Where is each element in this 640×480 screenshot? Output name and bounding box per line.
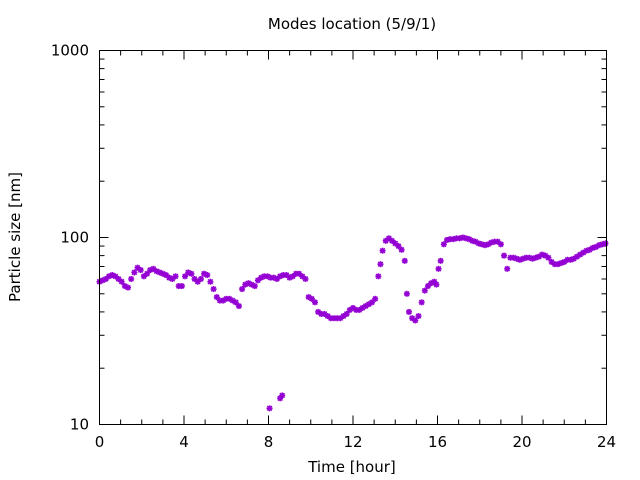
data-point — [602, 240, 609, 247]
data-point — [415, 313, 422, 320]
data-point — [131, 269, 138, 276]
y-tick-label: 100 — [60, 229, 89, 247]
data-point — [125, 284, 132, 291]
data-point — [207, 278, 214, 285]
data-point — [128, 275, 135, 282]
data-point — [182, 273, 189, 280]
data-point — [504, 265, 511, 272]
data-point — [403, 290, 410, 297]
data-point — [254, 277, 261, 284]
data-point — [497, 241, 504, 248]
data-point — [279, 392, 286, 399]
data-point — [424, 283, 431, 290]
data-point — [115, 275, 122, 282]
data-point — [172, 273, 179, 280]
data-point — [398, 246, 405, 253]
data-point — [102, 275, 109, 282]
data-point — [178, 283, 185, 290]
data-point — [188, 270, 195, 277]
data-point — [359, 304, 366, 311]
data-point — [137, 267, 144, 274]
y-tick-label: 1000 — [51, 42, 89, 60]
data-point — [251, 283, 258, 290]
data-point — [389, 237, 396, 244]
data-point — [210, 286, 217, 293]
data-point — [437, 257, 444, 264]
data-point — [197, 275, 204, 282]
data-point — [418, 299, 425, 306]
y-axis-label: Particle size [nm] — [6, 172, 24, 302]
data-point — [401, 257, 408, 264]
data-point — [433, 281, 440, 288]
chart-title: Modes location (5/9/1) — [268, 15, 436, 33]
x-tick-label: 24 — [597, 433, 616, 451]
x-tick-label: 4 — [179, 433, 189, 451]
data-point — [235, 303, 242, 310]
y-tick-label: 10 — [70, 416, 89, 434]
data-point — [405, 308, 412, 315]
x-axis-label: Time [hour] — [307, 458, 396, 476]
data-point — [232, 299, 239, 306]
data-point — [529, 255, 536, 262]
data-point — [440, 241, 447, 248]
data-point — [435, 265, 442, 272]
data-points — [96, 234, 609, 412]
data-point — [372, 295, 379, 302]
data-point — [311, 299, 318, 306]
x-tick-label: 16 — [428, 433, 447, 451]
data-point — [421, 287, 428, 294]
data-point — [134, 264, 141, 271]
plot-frame — [99, 50, 607, 425]
axis-ticks: 0 4 8 12 16 20 24 10 100 1000 — [51, 42, 616, 452]
data-point — [501, 252, 508, 259]
x-tick-label: 8 — [264, 433, 274, 451]
data-point — [213, 294, 220, 301]
x-tick-label: 0 — [95, 433, 105, 451]
data-point — [377, 261, 384, 268]
data-point — [163, 272, 170, 279]
data-point — [266, 405, 273, 412]
data-point — [204, 272, 211, 279]
data-point — [302, 275, 309, 282]
data-point — [586, 246, 593, 253]
data-point — [412, 317, 419, 324]
data-point — [392, 240, 399, 247]
data-point — [118, 278, 125, 285]
data-point — [375, 273, 382, 280]
x-tick-label: 12 — [343, 433, 362, 451]
data-point — [379, 247, 386, 254]
x-tick-label: 20 — [512, 433, 531, 451]
data-point — [239, 286, 246, 293]
